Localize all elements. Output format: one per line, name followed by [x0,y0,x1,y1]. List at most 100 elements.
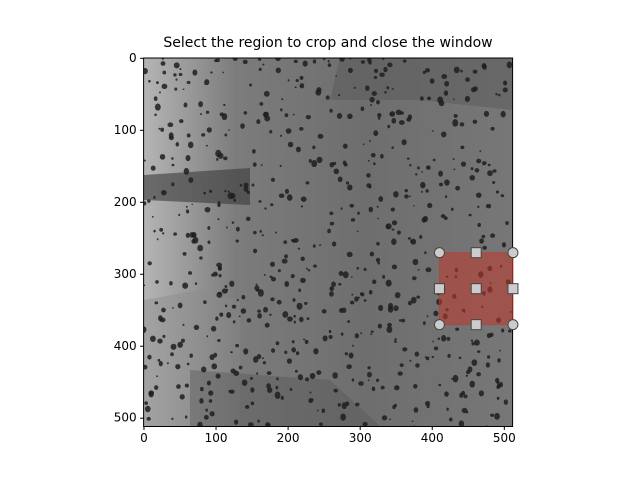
pit [309,372,316,380]
pit [332,372,338,379]
pit [235,239,239,243]
pit [485,203,492,209]
pit [216,262,223,268]
pit [275,58,281,62]
pit [391,88,394,90]
pit [176,384,181,389]
pit [287,141,294,148]
pit [269,129,273,134]
pit [179,394,185,400]
pit [370,104,373,106]
pit [175,363,181,370]
pit [425,267,432,273]
pit [451,377,453,380]
pit [259,101,264,106]
pit [295,351,300,356]
pit [223,156,228,161]
pit [231,304,237,309]
pit [295,146,301,153]
x-tick-label: 0 [140,431,148,445]
pit [386,86,390,90]
pit [452,98,455,100]
pit [143,201,147,206]
pit [384,91,387,94]
pit [177,341,184,348]
pit [292,237,299,243]
pit [407,237,411,240]
pit [315,89,322,96]
pit [262,111,269,118]
pit [363,267,367,272]
pit [391,117,397,124]
pit [452,158,455,161]
pit [350,218,356,222]
pit [178,72,183,77]
pit [377,261,381,265]
pit [473,86,478,92]
pit [160,61,166,66]
pit [232,58,238,61]
pit [281,258,288,264]
pit [420,190,423,193]
pit [476,158,482,164]
pit [353,86,356,89]
pit [370,333,373,336]
pit [238,315,241,318]
pit [185,209,190,214]
pit [283,240,288,244]
pit [322,335,328,342]
pit [312,264,317,268]
pit [228,389,231,393]
pit [360,106,365,112]
pit [226,226,228,229]
pit [291,340,295,344]
pit [188,177,194,183]
pit [178,213,181,217]
pit [371,91,377,96]
pit [503,399,509,405]
pit [306,317,310,320]
pit [154,103,161,111]
pit [217,152,224,159]
pit [319,244,322,247]
pit [300,196,307,202]
pit [256,288,260,292]
pit [393,305,399,312]
pit [299,316,304,323]
pit [147,199,151,203]
pit [269,261,276,267]
pit [417,268,420,271]
pit [375,378,380,383]
pit [194,282,198,285]
pit [458,356,462,360]
pit [478,390,485,397]
pit [425,189,429,193]
pit [410,238,417,245]
pit [280,134,283,137]
pit [495,93,498,96]
pit [261,234,264,237]
pit [433,346,439,351]
pit [154,301,159,305]
pit [203,191,207,195]
pit [318,422,323,426]
pit [392,405,396,410]
pit [269,275,273,279]
pit [321,309,327,314]
pit [482,64,487,70]
pit [400,318,406,323]
pit [357,211,360,215]
pit [284,281,290,288]
pit [312,145,316,150]
pit [173,232,177,236]
pit [295,79,299,83]
pit [166,362,169,365]
pit [482,245,487,250]
edge-handle [433,283,445,295]
pit [162,334,166,339]
pit [485,362,491,368]
pit [292,298,296,302]
pit [276,377,279,381]
pit [404,188,408,193]
pit [241,295,246,300]
